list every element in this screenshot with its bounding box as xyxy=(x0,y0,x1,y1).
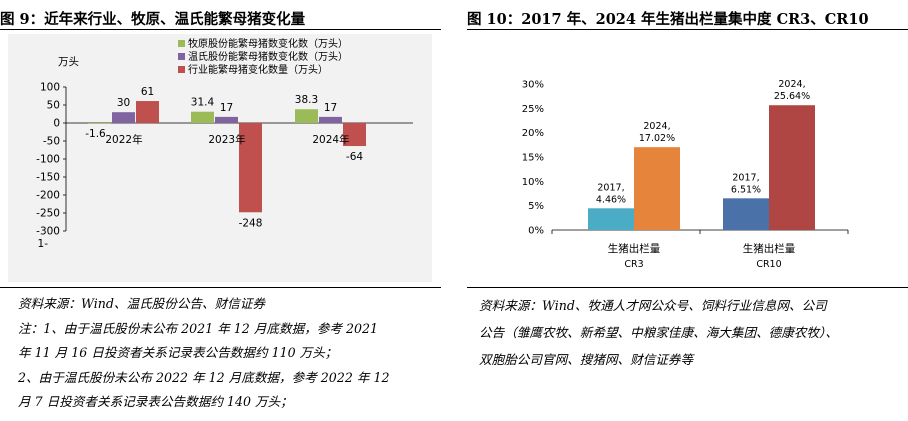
data-label: 31.4 xyxy=(191,97,215,109)
data-label: -64 xyxy=(346,151,363,163)
right-panel: 图 10：2017 年、2024 年生猪出栏量集中度 CR3、CR10 30% 2… xyxy=(467,0,908,421)
y-tick-label: -150 xyxy=(36,172,60,184)
right-source-line-3: 双胞胎公司官网、搜猪网、财信证券等 xyxy=(479,352,694,367)
data-label: -248 xyxy=(239,217,263,229)
data-label: 30 xyxy=(117,97,130,109)
bar-wens xyxy=(112,112,135,123)
data-label-year: 2024, xyxy=(643,121,670,132)
bar-industry xyxy=(136,101,159,123)
x-category-sublabel: CR10 xyxy=(756,259,781,270)
left-title-rule xyxy=(0,29,441,30)
legend-label: 牧原股份能繁母猪数变化数（万头） xyxy=(188,37,348,50)
left-notes: 资料来源：Wind、温氏股份公告、财信证券 注：1、由于温氏股份未公布 2021… xyxy=(18,292,438,415)
x-category-label: 2022年 xyxy=(105,133,142,146)
legend-swatch xyxy=(178,66,185,73)
bar-wens xyxy=(319,116,342,123)
legend-swatch xyxy=(178,40,185,47)
y-tick-label: 50 xyxy=(47,100,60,112)
y-tick-label: -300 xyxy=(36,226,60,238)
left-note-line-4: 月 7 日投资者关系记录表公告数据约 140 万头； xyxy=(18,394,293,409)
y-tick-label: -100 xyxy=(36,154,60,166)
right-source-line-1: 资料来源：Wind、牧通人才网公众号、饲料行业信息网、公司 xyxy=(479,298,827,313)
data-label-value: 6.51% xyxy=(731,184,761,195)
data-label: 38.3 xyxy=(295,94,318,106)
data-label: -1.6 xyxy=(85,128,106,140)
x-category-label: 2023年 xyxy=(208,133,245,146)
y-tick-label: 0 xyxy=(53,118,60,130)
y-extra-tick-label: 1- xyxy=(38,238,49,250)
left-note-line-1: 注：1、由于温氏股份未公布 2021 年 12 月底数据，参考 2021 xyxy=(18,320,379,336)
y-tick-label: 0% xyxy=(528,226,544,237)
bar-2024-cr10 xyxy=(769,105,815,230)
y-tick-label: 10% xyxy=(522,177,544,188)
y-tick-label: 20% xyxy=(522,128,544,139)
data-label-value: 17.02% xyxy=(639,133,675,144)
y-tick-label: -200 xyxy=(36,190,60,202)
bar-wens xyxy=(215,116,238,123)
data-label-year: 2017, xyxy=(732,172,759,183)
y-tick-label: -250 xyxy=(36,208,60,220)
left-figure-title: 图 9：近年来行业、牧原、温氏能繁母猪变化量 xyxy=(0,11,306,28)
legend-label: 温氏股份能繁母猪数变化数（万头） xyxy=(188,50,348,63)
left-note-line-3: 2、由于温氏股份未公布 2022 年 12 月底数据，参考 2022 年 12 xyxy=(18,369,390,385)
y-tick-label: 5% xyxy=(528,201,544,212)
x-category-label: 2024年 xyxy=(312,133,349,146)
left-source: 资料来源：Wind、温氏股份公告、财信证券 xyxy=(18,296,266,311)
data-label: 17 xyxy=(220,102,233,114)
right-bar-chart: 30%25%20%15%10%5%0%2017,4.46%2017,6.51%2… xyxy=(522,79,849,270)
x-category-sublabel: CR3 xyxy=(624,259,643,270)
data-label: 17 xyxy=(324,102,337,114)
left-source-rule xyxy=(0,287,441,288)
bar-industry xyxy=(239,123,262,213)
left-chart-area: 万头 100 50 0 -50 -100 -150 -200 -250 -300 1- -1.6 31.… xyxy=(8,34,432,282)
y-tick-label: 30% xyxy=(522,80,544,91)
y-tick-label: 25% xyxy=(522,104,544,115)
legend-swatch xyxy=(178,53,185,60)
y-tick-label: 15% xyxy=(522,153,544,164)
bar-muyuan xyxy=(191,111,214,123)
y-unit-label: 万头 xyxy=(58,56,79,68)
left-note-line-2: 年 11 月 16 日投资者关系记录表公告数据约 110 万头； xyxy=(18,345,338,360)
bar-2017-cr3 xyxy=(588,208,634,230)
x-category-label: 生猪出栏量 xyxy=(608,242,661,255)
bar-2024-cr3 xyxy=(634,147,680,230)
bar-2017-cr10 xyxy=(723,198,769,230)
legend-label: 行业能繁母猪变化数量（万头） xyxy=(188,63,328,76)
data-label-value: 4.46% xyxy=(596,194,626,205)
x-category-label: 生猪出栏量 xyxy=(743,242,796,255)
data-label-value: 25.64% xyxy=(774,91,810,102)
bar-muyuan xyxy=(88,123,111,124)
right-figure-title: 图 10：2017 年、2024 年生猪出栏量集中度 CR3、CR10 xyxy=(467,11,869,28)
data-label: 61 xyxy=(141,86,154,98)
left-panel: 图 9：近年来行业、牧原、温氏能繁母猪变化量 万头 100 50 0 -50 -100 -1… xyxy=(0,0,441,421)
bar-industry xyxy=(343,123,366,147)
bar-muyuan xyxy=(295,109,318,123)
right-title-rule xyxy=(467,29,908,30)
y-tick-label: -50 xyxy=(43,136,60,148)
right-notes: 资料来源：Wind、牧通人才网公众号、饲料行业信息网、公司 公告（雏鹰农牧、新希… xyxy=(479,292,904,373)
data-label-year: 2017, xyxy=(597,182,624,193)
data-label-year: 2024, xyxy=(778,79,805,90)
right-source-rule xyxy=(467,287,908,288)
y-tick-label: 100 xyxy=(40,82,60,94)
right-source-line-2: 公告（雏鹰农牧、新希望、中粮家佳康、海大集团、德康农牧）、 xyxy=(479,325,838,340)
